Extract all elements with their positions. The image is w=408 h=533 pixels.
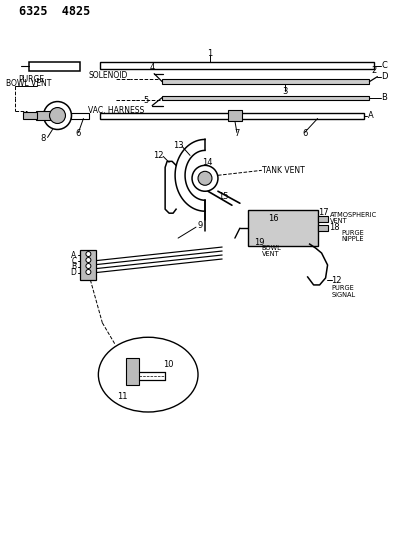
Circle shape [192, 165, 218, 191]
Bar [126, 358, 139, 385]
Bar [100, 62, 375, 69]
Text: 18: 18 [330, 223, 340, 232]
Circle shape [198, 171, 212, 185]
Text: 14: 14 [202, 158, 212, 167]
Text: 3: 3 [282, 87, 287, 96]
Text: ATMOSPHERIC: ATMOSPHERIC [330, 212, 377, 218]
Circle shape [86, 257, 91, 263]
Bar [35, 110, 49, 120]
Text: 10: 10 [163, 360, 173, 369]
Text: A: A [368, 111, 373, 120]
Text: PURGE: PURGE [332, 285, 354, 291]
Text: 19: 19 [255, 238, 265, 247]
Text: B: B [381, 93, 387, 102]
Text: 16: 16 [268, 214, 279, 223]
Text: 6: 6 [302, 129, 307, 138]
Text: 13: 13 [173, 141, 184, 150]
Text: 8: 8 [41, 134, 46, 143]
Bar [71, 112, 89, 118]
Text: VAC. HARNESS: VAC. HARNESS [89, 106, 145, 115]
Text: 9: 9 [197, 221, 203, 230]
Text: NIPPLE: NIPPLE [341, 236, 364, 242]
Text: BOWL: BOWL [262, 245, 282, 251]
Bar [317, 216, 328, 222]
Circle shape [86, 263, 91, 269]
Text: C: C [381, 61, 387, 70]
Circle shape [86, 252, 91, 256]
Text: PURGE: PURGE [19, 75, 45, 84]
Ellipse shape [98, 337, 198, 412]
Bar [100, 112, 364, 118]
Text: C: C [71, 256, 76, 265]
Text: BOWL VENT: BOWL VENT [6, 79, 51, 88]
Circle shape [44, 102, 71, 130]
Text: B: B [71, 262, 76, 271]
Text: 4: 4 [150, 63, 155, 72]
Text: 1: 1 [207, 49, 213, 58]
Bar [162, 79, 369, 84]
Text: 7: 7 [234, 129, 239, 138]
Text: D: D [381, 72, 388, 81]
Text: 5: 5 [143, 96, 148, 105]
Bar [317, 225, 328, 231]
Text: PURGE: PURGE [341, 230, 364, 236]
Text: TANK VENT: TANK VENT [262, 166, 304, 175]
Bar [29, 62, 80, 71]
Bar [248, 210, 317, 246]
Bar [228, 110, 242, 121]
Circle shape [49, 108, 65, 124]
Text: 2: 2 [372, 66, 377, 75]
Text: SIGNAL: SIGNAL [332, 292, 356, 298]
Text: VENT: VENT [330, 218, 347, 224]
Text: 12: 12 [153, 151, 164, 160]
Text: SOLENOID: SOLENOID [89, 71, 128, 79]
Text: 12: 12 [332, 277, 342, 286]
Circle shape [86, 270, 91, 274]
Text: A: A [71, 251, 76, 260]
Bar [80, 250, 96, 280]
Text: VENT: VENT [262, 251, 279, 257]
Bar [162, 95, 369, 100]
Text: 6: 6 [76, 129, 81, 138]
Text: D: D [71, 269, 76, 278]
Bar [22, 112, 37, 119]
Text: 11: 11 [117, 392, 128, 401]
Text: 17: 17 [317, 208, 328, 217]
Text: 6325  4825: 6325 4825 [19, 5, 90, 18]
Text: 15: 15 [218, 192, 228, 201]
